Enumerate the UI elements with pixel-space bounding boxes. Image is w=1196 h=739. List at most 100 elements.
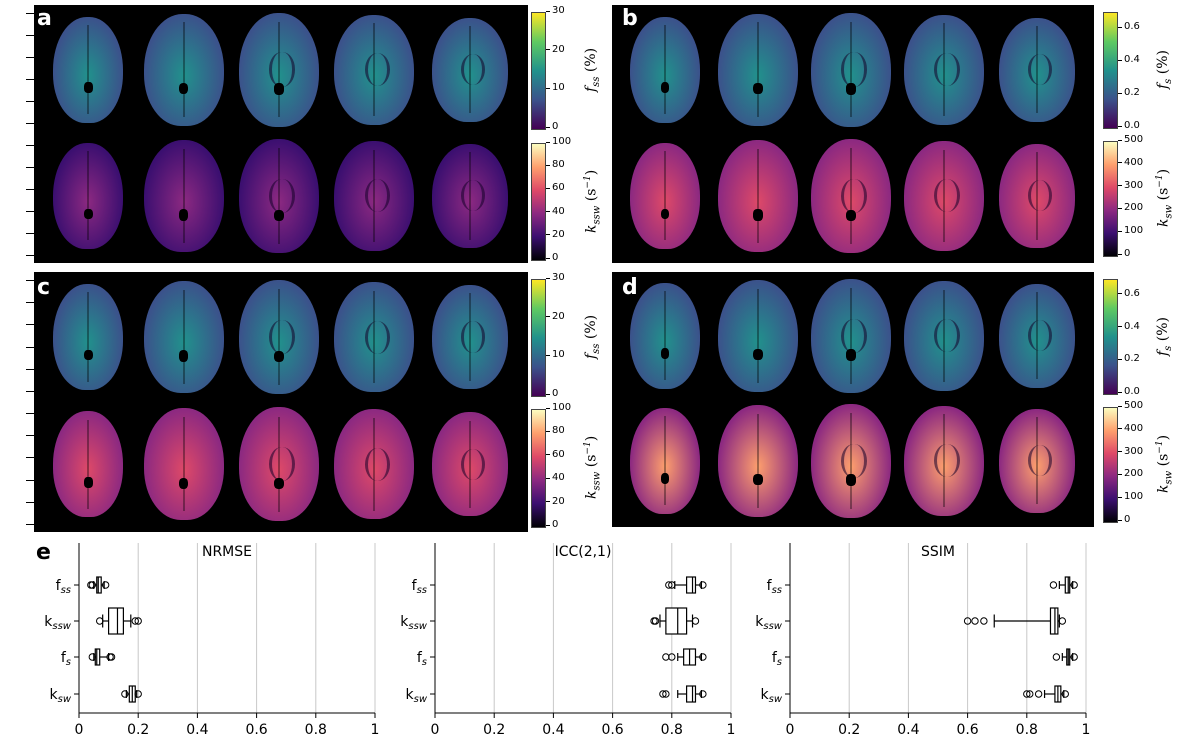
x-tick-label: 0.4	[897, 722, 919, 738]
colorbar-tick-label: 0	[545, 252, 559, 263]
brain-slice	[904, 405, 985, 516]
colorbar-tick-label: 0.2	[1118, 353, 1140, 365]
y-tick	[26, 101, 34, 102]
colorbar-tick-label: 0.6	[1118, 287, 1140, 299]
flier-point	[101, 581, 110, 589]
colorbar-tick-label: 400	[1117, 156, 1144, 168]
brain-slice	[718, 279, 799, 392]
colorbar-tick-label: 300	[1117, 445, 1144, 457]
colorbar-tick-label: 0	[1117, 514, 1131, 525]
box-k_sw	[121, 685, 142, 703]
colorbar-tick-label: 0	[545, 519, 559, 530]
y-tick	[26, 324, 34, 326]
colorbar-tick-label: 400	[1117, 422, 1144, 434]
box-f_s	[662, 648, 707, 666]
row-label: fs	[61, 650, 71, 668]
y-tick	[26, 435, 34, 437]
colorbar-tick-label: 60	[546, 182, 565, 194]
colorbar-tick-label: 0.4	[1118, 54, 1140, 66]
x-tick-label: 0.6	[245, 722, 267, 738]
x-tick-label: 0.2	[838, 722, 860, 738]
y-tick	[26, 35, 34, 36]
colorbar-tick-label: 0.2	[1118, 87, 1140, 99]
brain-slice	[53, 411, 124, 518]
boxplot-axes: 0 0.2 0.4 0.6 0.8 1 ICC(2,1) fss kssw fs ksw	[400, 543, 735, 738]
colorbar	[1103, 12, 1118, 129]
y-tick	[26, 479, 34, 481]
colorbar-label: fs (%)	[1155, 49, 1174, 89]
brain-slice	[143, 281, 224, 393]
colorbar-tick-label: 0.0	[1118, 386, 1140, 397]
brain-slice	[811, 278, 892, 393]
flier-point	[1070, 653, 1078, 661]
box-f_s	[88, 648, 116, 666]
colorbar-tick-label: 200	[1117, 468, 1144, 480]
panel-c-images	[34, 272, 528, 532]
brain-slice	[239, 138, 320, 253]
colorbar-label: fss (%)	[583, 314, 602, 359]
flier-point	[134, 690, 142, 698]
y-tick	[26, 57, 34, 58]
box-iqr	[1049, 607, 1059, 635]
flier-point	[1034, 690, 1043, 698]
y-tick	[26, 501, 34, 503]
row-label: fss	[56, 578, 71, 596]
y-tick	[26, 413, 34, 415]
colorbar-tick-label: 100	[1117, 491, 1144, 503]
x-tick-label: 1	[1082, 722, 1091, 738]
flier-point	[662, 690, 670, 698]
y-tick	[26, 390, 34, 392]
colorbar-tick-label: 0	[545, 121, 559, 132]
y-tick	[26, 346, 34, 348]
y-tick	[26, 280, 34, 281]
boxplot-title: SSIM	[921, 544, 955, 560]
box-k_ssw	[96, 607, 142, 635]
row-label: ksw	[50, 687, 72, 705]
row-label: kssw	[44, 614, 72, 632]
colorbar-tick-label: 0.6	[1118, 21, 1140, 33]
flier-point	[980, 617, 988, 625]
brain-slice	[630, 142, 701, 249]
brain-slice	[431, 143, 508, 248]
boxplot-title: NRMSE	[202, 544, 252, 560]
box-f_s	[1052, 648, 1078, 666]
y-tick	[26, 457, 34, 459]
row-label: kssw	[755, 614, 783, 632]
brain-slice	[143, 139, 224, 252]
colorbar-tick-label: 300	[1117, 179, 1144, 191]
brain-slice	[718, 13, 799, 126]
x-tick-label: 0	[75, 722, 84, 738]
flier-point	[121, 690, 129, 698]
x-tick-label: 0	[431, 722, 440, 738]
brain-slice	[811, 12, 892, 127]
colorbar	[531, 143, 546, 261]
brain-slice	[630, 407, 701, 514]
flier-point	[1049, 581, 1058, 589]
x-tick-label: 0.6	[956, 722, 978, 738]
flier-point	[88, 581, 97, 589]
colorbar-tick-label: 60	[546, 448, 565, 460]
brain-slice	[53, 284, 124, 390]
panel-b-images	[612, 5, 1094, 263]
colorbar-tick-label: 100	[1117, 225, 1144, 237]
colorbar-tick-label: 20	[546, 495, 565, 507]
flier-point	[699, 581, 707, 589]
brain-slice	[334, 140, 415, 251]
flier-point	[963, 617, 972, 625]
colorbar-tick-label: 100	[545, 136, 572, 147]
colorbar	[1103, 407, 1118, 523]
brain-slice	[999, 17, 1076, 122]
boxplot-title: ICC(2,1)	[555, 544, 612, 560]
flier-point	[1023, 690, 1031, 698]
brain-slice	[431, 17, 508, 122]
box-k_sw	[1023, 685, 1069, 703]
flier-point	[1070, 581, 1078, 589]
brain-slice	[53, 16, 124, 123]
box-iqr	[96, 576, 102, 594]
box-k_sw	[659, 685, 707, 703]
panel-a-images	[34, 5, 528, 263]
brain-slice	[334, 282, 415, 392]
row-label: ksw	[406, 687, 428, 705]
colorbar-tick-label: 0.0	[1118, 120, 1140, 131]
colorbar-tick-label: 80	[546, 425, 565, 437]
